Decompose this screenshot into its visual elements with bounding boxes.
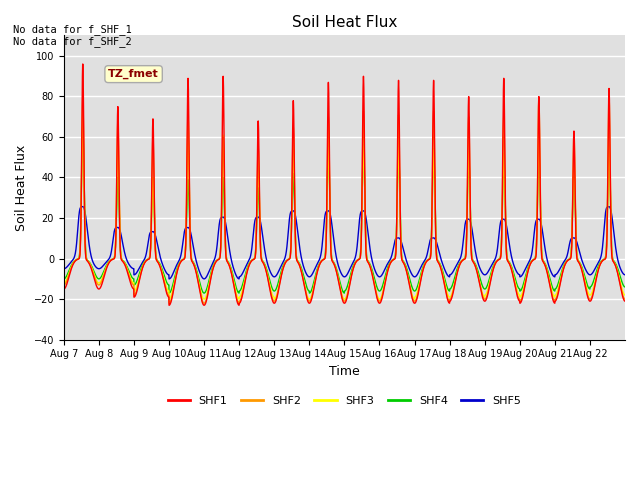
X-axis label: Time: Time [329,365,360,378]
Text: No data for f_SHF_1
No data for f_SHF_2: No data for f_SHF_1 No data for f_SHF_2 [13,24,132,48]
Legend: SHF1, SHF2, SHF3, SHF4, SHF5: SHF1, SHF2, SHF3, SHF4, SHF5 [163,391,525,410]
Title: Soil Heat Flux: Soil Heat Flux [292,15,397,30]
Y-axis label: Soil Heat Flux: Soil Heat Flux [15,144,28,231]
Text: TZ_fmet: TZ_fmet [108,69,159,79]
